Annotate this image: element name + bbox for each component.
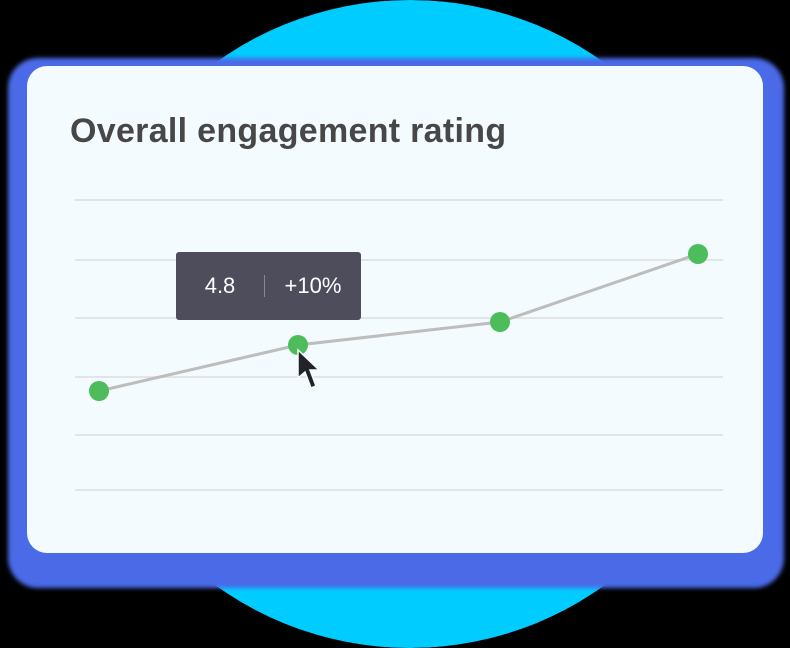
chart-card bbox=[27, 66, 763, 553]
mouse-cursor-icon bbox=[297, 348, 321, 389]
data-point[interactable] bbox=[89, 381, 109, 401]
gridlines bbox=[75, 199, 723, 491]
data-tooltip: 4.8 +10% bbox=[176, 252, 361, 320]
data-point-hovered[interactable] bbox=[288, 335, 308, 355]
series-line bbox=[98, 252, 699, 393]
data-point[interactable] bbox=[688, 244, 708, 264]
chart-title: Overall engagement rating bbox=[70, 112, 507, 150]
tooltip-change: +10% bbox=[284, 273, 342, 298]
tooltip-value: 4.8 bbox=[204, 273, 236, 298]
tooltip-divider bbox=[264, 275, 265, 297]
data-point[interactable] bbox=[490, 312, 510, 332]
